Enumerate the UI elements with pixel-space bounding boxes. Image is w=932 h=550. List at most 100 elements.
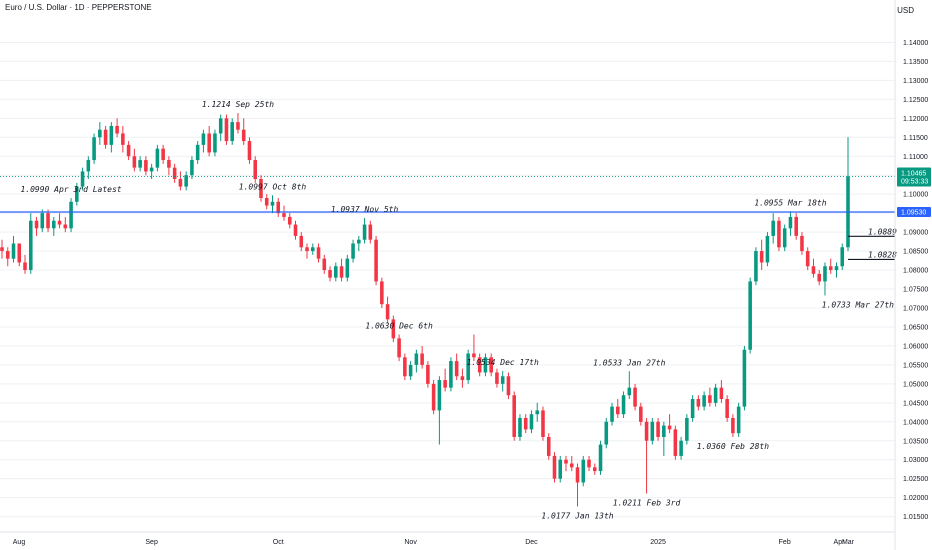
- candle-body: [126, 144, 131, 157]
- candle-body: [587, 459, 591, 468]
- y-tick-label: 1.13500: [903, 59, 928, 66]
- y-tick-label: 1.07500: [903, 287, 928, 294]
- y-tick-label: 1.06500: [903, 324, 928, 331]
- candle-body: [616, 406, 620, 415]
- y-tick-label: 1.10000: [903, 192, 928, 199]
- price-annotation: 1.0360 Feb 28th: [697, 442, 769, 451]
- candle-body: [834, 266, 839, 271]
- candle-body: [293, 224, 298, 236]
- candle-body: [805, 251, 810, 267]
- candle-body: [500, 376, 505, 384]
- candle-body: [121, 133, 125, 145]
- candle-body: [195, 144, 200, 161]
- candle-body: [345, 258, 350, 278]
- candle-body: [178, 179, 183, 187]
- y-tick-label: 1.08000: [903, 268, 928, 275]
- candle-body: [736, 406, 741, 434]
- candle-body: [86, 160, 91, 172]
- candlesticks: [0, 113, 850, 507]
- candle-body: [69, 201, 73, 229]
- y-tick-label: 1.02500: [903, 476, 928, 483]
- candle-body: [334, 266, 338, 278]
- candle-body: [765, 235, 770, 263]
- candle-body: [546, 436, 551, 456]
- candle-body: [276, 201, 281, 214]
- candle-body: [287, 216, 292, 225]
- x-tick-label: Mar: [842, 539, 855, 546]
- price-annotation: 1.0534 Dec 17th: [467, 358, 539, 367]
- candle-body: [690, 399, 695, 418]
- candle-body: [495, 372, 499, 384]
- candle-body: [305, 247, 309, 252]
- candle-body: [512, 395, 516, 437]
- candle-body: [782, 228, 787, 248]
- y-tick-label: 1.01500: [903, 514, 928, 521]
- candle-body: [754, 251, 758, 282]
- candle-body: [489, 357, 493, 373]
- candle-body: [472, 353, 476, 358]
- candle-body: [696, 399, 701, 407]
- candle-body: [708, 395, 712, 403]
- x-tick-label: Dec: [525, 539, 538, 546]
- candle-body: [149, 167, 154, 172]
- candle-body: [477, 357, 482, 373]
- resistance-price-value: 1.09530: [901, 210, 926, 217]
- candle-body: [374, 239, 378, 282]
- candle-body: [483, 357, 488, 373]
- candle-body: [725, 399, 729, 418]
- candle-body: [558, 459, 563, 479]
- candle-body: [357, 239, 361, 244]
- candle-body: [380, 281, 384, 305]
- candle-body: [431, 383, 436, 411]
- price-annotation: 1.0937 Nov 5th: [331, 205, 399, 214]
- candle-body: [621, 395, 626, 415]
- y-axis[interactable]: 1.01500 1.02000 1.02500 1.03000 1.03500 1.040…: [894, 0, 931, 550]
- candle-body: [627, 387, 632, 396]
- candle-body: [581, 459, 586, 483]
- x-tick-label: Aug: [13, 539, 26, 546]
- price-annotation: 1.0177 Jan 13th: [541, 511, 613, 520]
- x-tick-label: Feb: [779, 539, 791, 546]
- currency-label[interactable]: USD: [897, 6, 914, 15]
- candle-body: [241, 129, 246, 142]
- candle-body: [823, 266, 827, 282]
- candle-body: [443, 380, 447, 388]
- candle-body: [63, 224, 68, 229]
- candle-body: [270, 201, 275, 206]
- y-tick-label: 1.06000: [903, 343, 928, 350]
- level-label: 1.0828: [868, 250, 897, 259]
- candle-body: [80, 171, 85, 187]
- candle-body: [535, 410, 540, 415]
- y-tick-label: 1.04000: [903, 419, 928, 426]
- candle-body: [426, 364, 430, 384]
- candle-body: [115, 125, 119, 134]
- y-tick-label: 1.04500: [903, 400, 928, 407]
- candle-body: [264, 197, 269, 206]
- candle-body: [610, 406, 614, 422]
- price-annotation: 1.0211 Feb 3rd: [613, 498, 681, 507]
- candle-body: [454, 361, 459, 377]
- current-price-value: 1.10465: [901, 171, 926, 178]
- price-annotation: 1.0955 Mar 18th: [754, 198, 826, 207]
- y-tick-label: 1.07000: [903, 305, 928, 312]
- candle-body: [282, 213, 286, 217]
- candle-body: [592, 467, 597, 472]
- candle-body: [742, 349, 747, 407]
- candle-body: [414, 353, 419, 365]
- candle-body: [828, 266, 833, 271]
- candle-body: [207, 133, 211, 153]
- candle-body: [771, 220, 775, 236]
- candle-body: [518, 417, 522, 437]
- candle-body: [103, 129, 108, 145]
- candle-body: [662, 425, 666, 437]
- candle-body: [316, 247, 321, 259]
- y-tick-label: 1.09000: [903, 230, 928, 237]
- candle-body: [719, 387, 724, 400]
- candle-body: [230, 122, 234, 142]
- candle-body: [713, 387, 718, 403]
- candle-body: [184, 175, 188, 187]
- countdown-timer: 09:53:33: [901, 179, 928, 186]
- candle-body: [213, 133, 217, 153]
